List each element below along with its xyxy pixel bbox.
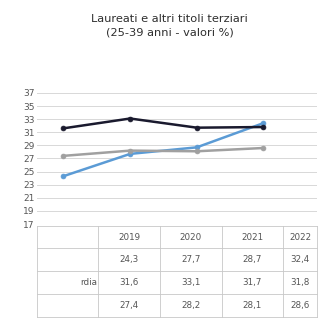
Text: 2022: 2022 xyxy=(289,233,311,242)
Text: (25-39 anni - valori %): (25-39 anni - valori %) xyxy=(106,27,234,37)
Text: 31,7: 31,7 xyxy=(243,278,262,287)
Text: 31,6: 31,6 xyxy=(120,278,139,287)
Text: 2021: 2021 xyxy=(241,233,263,242)
Text: 28,6: 28,6 xyxy=(290,301,310,310)
Text: 33,1: 33,1 xyxy=(181,278,201,287)
Text: 27,7: 27,7 xyxy=(181,255,201,264)
Text: 27,4: 27,4 xyxy=(120,301,139,310)
Text: rdia: rdia xyxy=(80,278,97,287)
Text: 2020: 2020 xyxy=(180,233,202,242)
Text: 28,1: 28,1 xyxy=(243,301,262,310)
Text: 32,4: 32,4 xyxy=(290,255,310,264)
Text: 28,7: 28,7 xyxy=(243,255,262,264)
Text: 28,2: 28,2 xyxy=(181,301,200,310)
Text: Laureati e altri titoli terziari: Laureati e altri titoli terziari xyxy=(91,14,248,24)
Text: 24,3: 24,3 xyxy=(120,255,139,264)
Text: 31,8: 31,8 xyxy=(290,278,310,287)
Text: 2019: 2019 xyxy=(118,233,140,242)
